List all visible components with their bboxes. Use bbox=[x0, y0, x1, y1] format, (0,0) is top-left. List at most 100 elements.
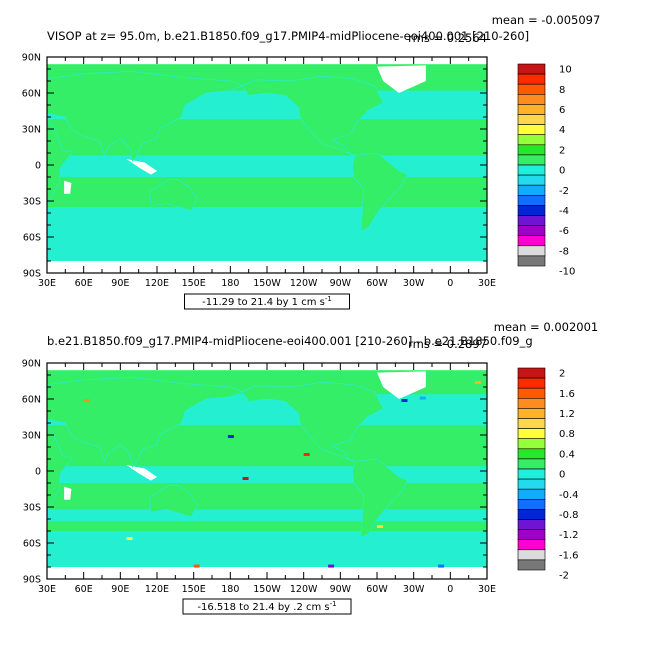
colorbar-label: -4 bbox=[559, 206, 569, 217]
land-fill-4 bbox=[242, 75, 384, 156]
anomaly-speck-9 bbox=[438, 564, 445, 568]
colorbar-swatch bbox=[517, 255, 546, 267]
greenland-ice bbox=[385, 66, 422, 77]
x-tick-label: 30E bbox=[478, 278, 496, 289]
colorbar-swatch bbox=[517, 549, 546, 561]
map-field bbox=[47, 57, 487, 273]
colorbar: 2 1.6 1.2 0.8 0.4 0 -0.4 -0.8 -1.2 -1.6 -2 bbox=[517, 367, 579, 582]
land-fill-6 bbox=[352, 458, 409, 538]
x-tick-label: 60W bbox=[366, 584, 388, 595]
x-tick-label: 90E bbox=[111, 278, 129, 289]
colorbar-label: 8 bbox=[559, 85, 565, 96]
contour-caption-box bbox=[184, 293, 350, 310]
x-tick-label: 90E bbox=[111, 584, 129, 595]
anomaly-speck-11 bbox=[303, 453, 310, 456]
colorbar-label: 10 bbox=[559, 65, 572, 76]
colorbar-label: 4 bbox=[559, 125, 565, 136]
land-fill-3 bbox=[149, 485, 198, 517]
contour-caption-text: -16.518 to 21.4 by .2 cm s bbox=[197, 602, 329, 613]
colorbar-swatch bbox=[517, 225, 546, 237]
stats-rms: rms = 0.2897 bbox=[408, 337, 487, 351]
colorbar-swatch bbox=[517, 509, 546, 520]
colorbar-label: -6 bbox=[559, 226, 569, 237]
colorbar-swatch bbox=[517, 83, 546, 95]
colorbar-swatch bbox=[517, 418, 546, 429]
colorbar-swatch bbox=[517, 134, 546, 146]
anomaly-speck-6 bbox=[419, 396, 426, 400]
contour-caption-unit: -1 bbox=[330, 600, 337, 608]
colorbar-label: -1.2 bbox=[559, 530, 579, 541]
y-tick-label: 60N bbox=[22, 89, 41, 100]
colorbar-swatch bbox=[517, 94, 546, 105]
x-tick-label: 150W bbox=[253, 278, 281, 289]
land-fill-2 bbox=[47, 377, 244, 469]
land-7 bbox=[64, 180, 72, 194]
colorbar-swatch bbox=[517, 488, 546, 500]
y-tick-label: 30N bbox=[22, 431, 41, 442]
y-tick-label: 30S bbox=[23, 197, 41, 208]
colorbar-label: 0.4 bbox=[559, 449, 575, 460]
chart-title: VISOP at z= 95.0m, b.e21.B1850.f09_g17.P… bbox=[47, 29, 529, 43]
stats-mean: mean = -0.005097 bbox=[492, 13, 601, 27]
colorbar-label: -8 bbox=[559, 246, 569, 257]
ocean-band-3 bbox=[47, 155, 487, 177]
x-tick-label: 60E bbox=[75, 278, 93, 289]
colorbar-label: 2 bbox=[559, 369, 565, 380]
x-tick-label: 0 bbox=[447, 278, 453, 289]
y-tick-label: 90N bbox=[22, 359, 41, 370]
land-fill-6 bbox=[352, 152, 409, 232]
colorbar-swatch bbox=[517, 387, 546, 399]
y-tick-label: 60S bbox=[23, 539, 41, 550]
colorbar-swatch bbox=[517, 104, 546, 115]
anomaly-speck-2 bbox=[227, 435, 234, 438]
colorbar-swatch bbox=[517, 63, 546, 75]
anomaly-speck-8 bbox=[193, 564, 200, 568]
colorbar-swatch bbox=[517, 184, 546, 196]
colorbar-swatch bbox=[517, 468, 546, 480]
x-tick-label: 180 bbox=[221, 278, 239, 289]
land-7 bbox=[64, 486, 72, 500]
colorbar-swatch bbox=[517, 458, 546, 470]
x-tick-label: 30W bbox=[403, 584, 425, 595]
colorbar-swatch bbox=[517, 498, 546, 510]
colorbar-label: 1.6 bbox=[559, 389, 575, 400]
x-tick-label: 120E bbox=[145, 584, 169, 595]
colorbar-swatch bbox=[517, 73, 546, 85]
x-tick-label: 90W bbox=[330, 584, 352, 595]
x-tick-label: 60W bbox=[366, 278, 388, 289]
anomaly-speck-12 bbox=[474, 381, 481, 384]
colorbar-swatch bbox=[517, 235, 546, 247]
colorbar-swatch bbox=[517, 195, 546, 206]
colorbar-swatch bbox=[517, 367, 546, 379]
anomaly-speck-1 bbox=[83, 399, 90, 402]
colorbar-swatch bbox=[517, 174, 546, 186]
x-tick-label: 30W bbox=[403, 278, 425, 289]
colorbar-swatch bbox=[517, 124, 546, 135]
x-tick-label: 150E bbox=[182, 278, 206, 289]
contour-caption: -11.29 to 21.4 by 1 cm s-1 bbox=[202, 295, 332, 308]
y-tick-label: 60N bbox=[22, 395, 41, 406]
colorbar-label: -1.6 bbox=[559, 550, 579, 561]
colorbar-swatch bbox=[517, 408, 546, 419]
map-field bbox=[47, 363, 487, 579]
colorbar-swatch bbox=[517, 377, 546, 389]
x-tick-label: 0 bbox=[447, 584, 453, 595]
colorbar-label: 0 bbox=[559, 470, 565, 481]
y-tick-label: 90N bbox=[22, 53, 41, 64]
x-tick-label: 150E bbox=[182, 584, 206, 595]
x-tick-label: 30E bbox=[478, 584, 496, 595]
colorbar-swatch bbox=[517, 205, 546, 216]
colorbar-label: -10 bbox=[559, 267, 575, 278]
colorbar-swatch bbox=[517, 144, 546, 156]
contour-caption-box bbox=[182, 598, 352, 615]
ocean-band-1 bbox=[47, 207, 487, 261]
stats-mean: mean = 0.002001 bbox=[494, 320, 598, 334]
y-tick-label: 0 bbox=[35, 161, 41, 172]
x-tick-label: 150W bbox=[253, 584, 281, 595]
colorbar-swatch bbox=[517, 397, 546, 409]
colorbar-swatch bbox=[517, 215, 546, 226]
anomaly-speck-4 bbox=[377, 525, 383, 528]
panel-2: 30E 60E 90E 120E 150E 180 150W 120W 90W 60W 30W 0 30… bbox=[22, 320, 598, 615]
contour-caption-unit: -1 bbox=[325, 295, 332, 303]
panel-1: 30E 60E 90E 120E 150E 180 150W 120W 90W 60W 30W 0 30… bbox=[22, 13, 601, 310]
